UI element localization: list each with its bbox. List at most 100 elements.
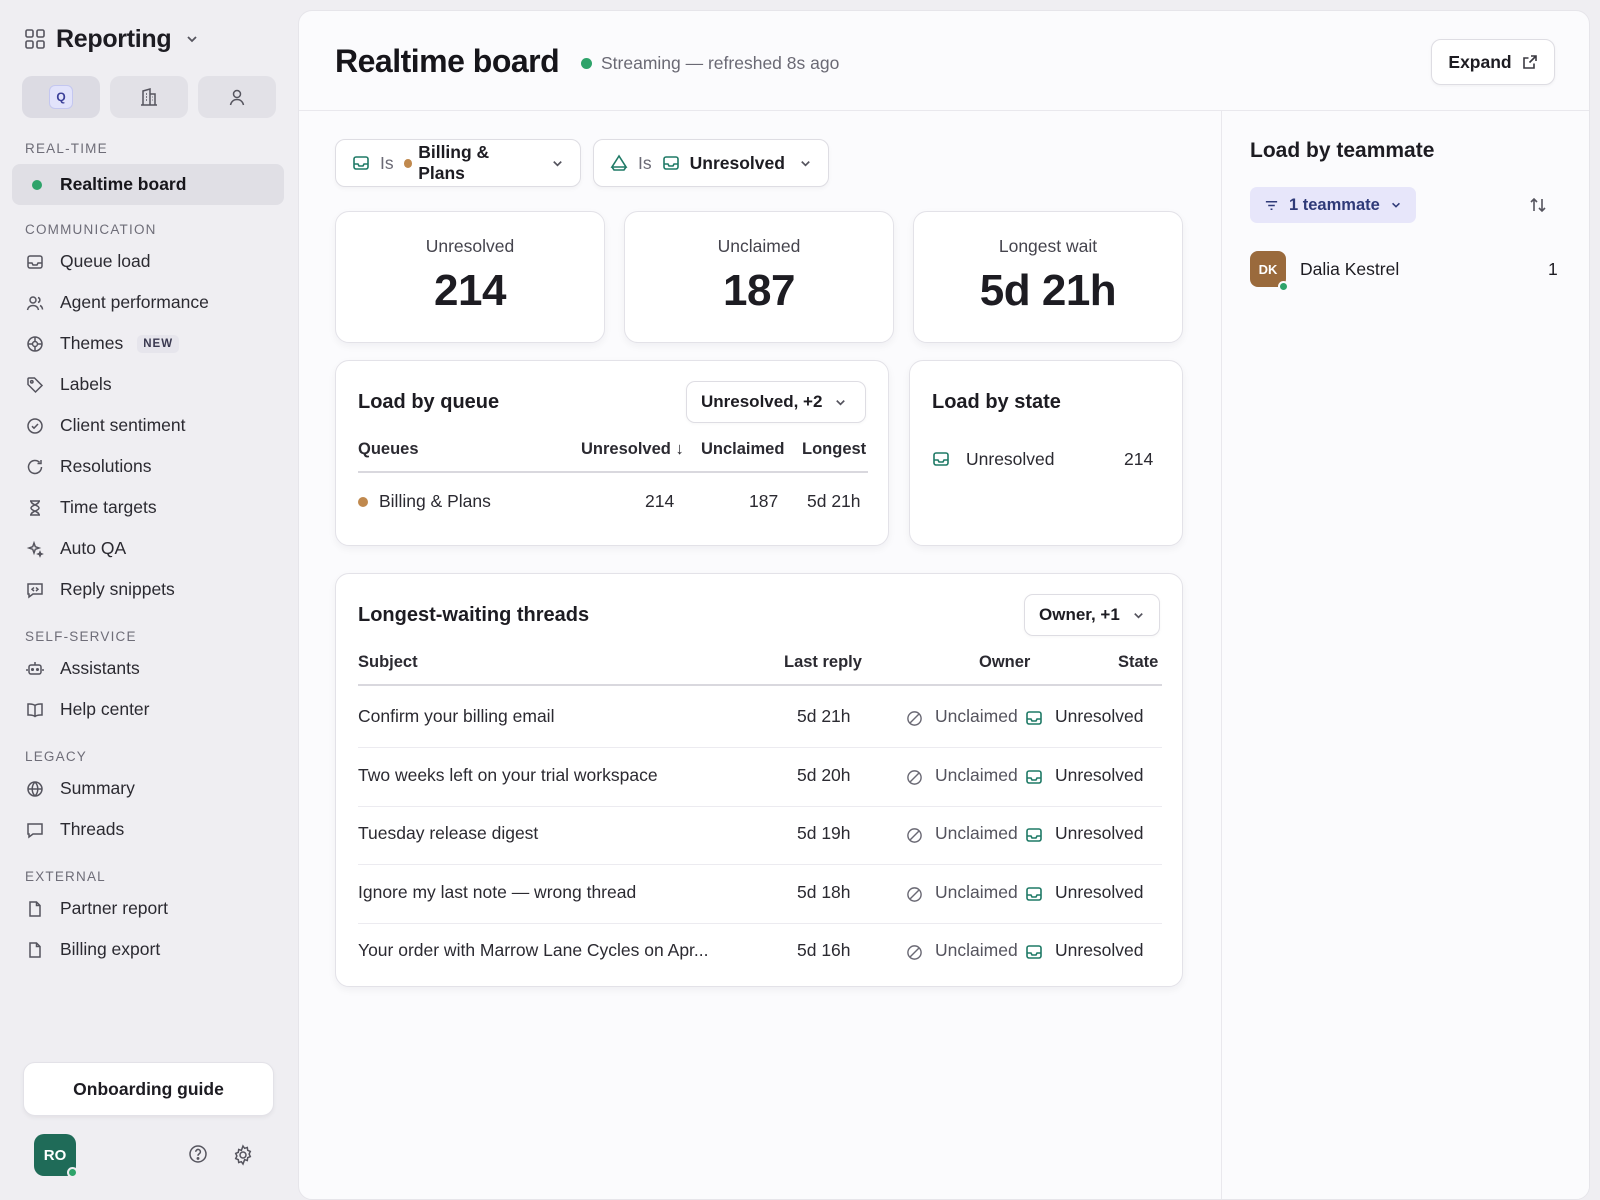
longest-wait: 5d 21h [807, 491, 861, 511]
workspace-title: Reporting [56, 24, 172, 53]
people-icon [26, 294, 44, 312]
queue-filter[interactable]: Is Billing & Plans [335, 139, 581, 187]
chevron-down-icon [1132, 609, 1145, 622]
inbox-icon [932, 450, 950, 468]
sidebar-item-agent-performance[interactable]: Agent performance [12, 282, 284, 323]
teammate-row[interactable]: DK Dalia Kestrel 1 [1222, 111, 1589, 301]
thread-owner: Unclaimed [935, 764, 1018, 785]
table-row[interactable]: Ignore my last note — wrong thread 5d 18h… [336, 866, 1182, 924]
column-header-sortable[interactable]: Unresolved ↓ [581, 440, 684, 458]
unclaimed-icon [906, 886, 923, 903]
teammate-filter-chip[interactable]: 1 teammate [1250, 187, 1416, 223]
sidebar-item-label: Queue load [60, 251, 151, 271]
sidebar-item-label: Billing export [60, 939, 161, 959]
card-title: Load by state [932, 391, 1061, 413]
stat-value: 5d 21h [979, 266, 1117, 315]
file-icon [26, 900, 44, 918]
mode-tab-person[interactable] [198, 76, 276, 118]
sidebar: Reporting Q REAL-TIME [0, 0, 296, 1200]
unresolved-count: 214 [645, 491, 675, 511]
state-count: 214 [1124, 449, 1154, 469]
thread-subject: Ignore my last note — wrong thread [358, 881, 637, 902]
thread-state: Unresolved [1055, 881, 1144, 902]
sidebar-item-themes[interactable]: Themes NEW [12, 323, 284, 364]
thread-owner: Unclaimed [935, 881, 1018, 902]
sort-icon[interactable] [1528, 195, 1548, 215]
theme-icon [26, 335, 44, 353]
column-header: Subject [358, 653, 418, 671]
inbox-icon [1025, 885, 1043, 903]
sidebar-item-resolutions[interactable]: Resolutions [12, 446, 284, 487]
mode-tab-queue[interactable]: Q [22, 76, 100, 118]
stat-card-longest-wait: Longest wait 5d 21h [913, 211, 1183, 343]
column-header: Queues [358, 440, 419, 458]
table-divider [358, 471, 868, 473]
sidebar-item-client-sentiment[interactable]: Client sentiment [12, 405, 284, 446]
teammate-count: 1 [1548, 259, 1558, 279]
chip-label: 1 teammate [1289, 195, 1380, 214]
queue-icon: Q [49, 85, 73, 109]
sidebar-item-label: Help center [60, 699, 150, 719]
stat-card-unclaimed: Unclaimed 187 [624, 211, 894, 343]
inbox-icon [1025, 768, 1043, 786]
column-header: Owner [979, 653, 1031, 671]
table-row[interactable]: Your order with Marrow Lane Cycles on Ap… [336, 924, 1182, 982]
sidebar-item-help-center[interactable]: Help center [12, 689, 284, 730]
row-divider [358, 864, 1162, 865]
thread-subject: Tuesday release digest [358, 823, 539, 843]
status-dot [581, 58, 592, 69]
table-row[interactable]: Two weeks left on your trial workspace 5d… [336, 749, 1182, 807]
sidebar-item-reply-snippets[interactable]: Reply snippets [12, 569, 284, 610]
main-panel: Realtime board Streaming — refreshed 8s … [298, 10, 1590, 1200]
check-circle-icon [26, 417, 44, 435]
sparkle-icon [26, 540, 44, 558]
sidebar-item-time-targets[interactable]: Time targets [12, 487, 284, 528]
expand-button[interactable]: Expand [1431, 39, 1555, 85]
queue-metric-dropdown[interactable]: Unresolved, +2 [686, 381, 866, 423]
page-header: Realtime board Streaming — refreshed 8s … [299, 11, 1589, 111]
sidebar-item-queue-load[interactable]: Queue load [12, 241, 284, 282]
threads-columns-dropdown[interactable]: Owner, +1 [1024, 594, 1160, 636]
gear-icon[interactable] [232, 1144, 254, 1166]
onboarding-guide-button[interactable]: Onboarding guide [23, 1062, 274, 1116]
sidebar-item-assistants[interactable]: Assistants [12, 648, 284, 689]
state-filter[interactable]: Is Unresolved [593, 139, 829, 187]
filter-value: Billing & Plans [418, 142, 490, 183]
workspace-switcher[interactable]: Reporting [24, 22, 199, 56]
queue-name: Billing & Plans [379, 491, 491, 511]
avatar-initials: RO [43, 1146, 67, 1164]
nav-section-title: LEGACY [25, 748, 87, 764]
thread-subject: Confirm your billing email [358, 706, 555, 726]
sidebar-item-summary[interactable]: Summary [12, 768, 284, 809]
sidebar-item-label: Auto QA [60, 538, 127, 558]
sidebar-item-billing-export[interactable]: Billing export [12, 929, 284, 970]
sidebar-item-labels[interactable]: Labels [12, 364, 284, 405]
building-icon [139, 87, 159, 107]
stat-value: 214 [434, 266, 506, 315]
snippet-icon [26, 581, 44, 599]
table-row[interactable]: Tuesday release digest 5d 19h Unclaimed Unr… [336, 807, 1182, 865]
help-icon[interactable] [188, 1144, 208, 1164]
sidebar-item-auto-qa[interactable]: Auto QA [12, 528, 284, 569]
stream-status: Streaming — refreshed 8s ago [581, 53, 839, 74]
table-divider [358, 684, 1162, 686]
person-icon [227, 87, 247, 107]
nav-section-title: EXTERNAL [25, 868, 106, 884]
sidebar-item-realtime-board[interactable]: Realtime board [12, 164, 284, 205]
sidebar-item-threads[interactable]: Threads [12, 809, 284, 850]
inbox-icon [1025, 943, 1043, 961]
table-row[interactable]: Confirm your billing email 5d 21h Unclaime… [336, 690, 1182, 748]
teammate-name: Dalia Kestrel [1300, 259, 1400, 279]
new-badge: NEW [137, 334, 180, 353]
online-indicator [1278, 281, 1289, 292]
sidebar-item-partner-report[interactable]: Partner report [12, 888, 284, 929]
mode-tab-company[interactable] [110, 76, 188, 118]
globe-icon [26, 780, 44, 798]
thread-last-reply: 5d 18h [797, 881, 851, 902]
column-header: Longest [802, 440, 867, 458]
expand-label: Expand [1448, 51, 1512, 72]
sidebar-item-label: Partner report [60, 898, 168, 918]
state-row[interactable]: Unresolved 214 [910, 441, 1182, 477]
grid-icon [24, 28, 46, 50]
table-row[interactable]: Billing & Plans 214 187 5d 21h [336, 479, 888, 523]
